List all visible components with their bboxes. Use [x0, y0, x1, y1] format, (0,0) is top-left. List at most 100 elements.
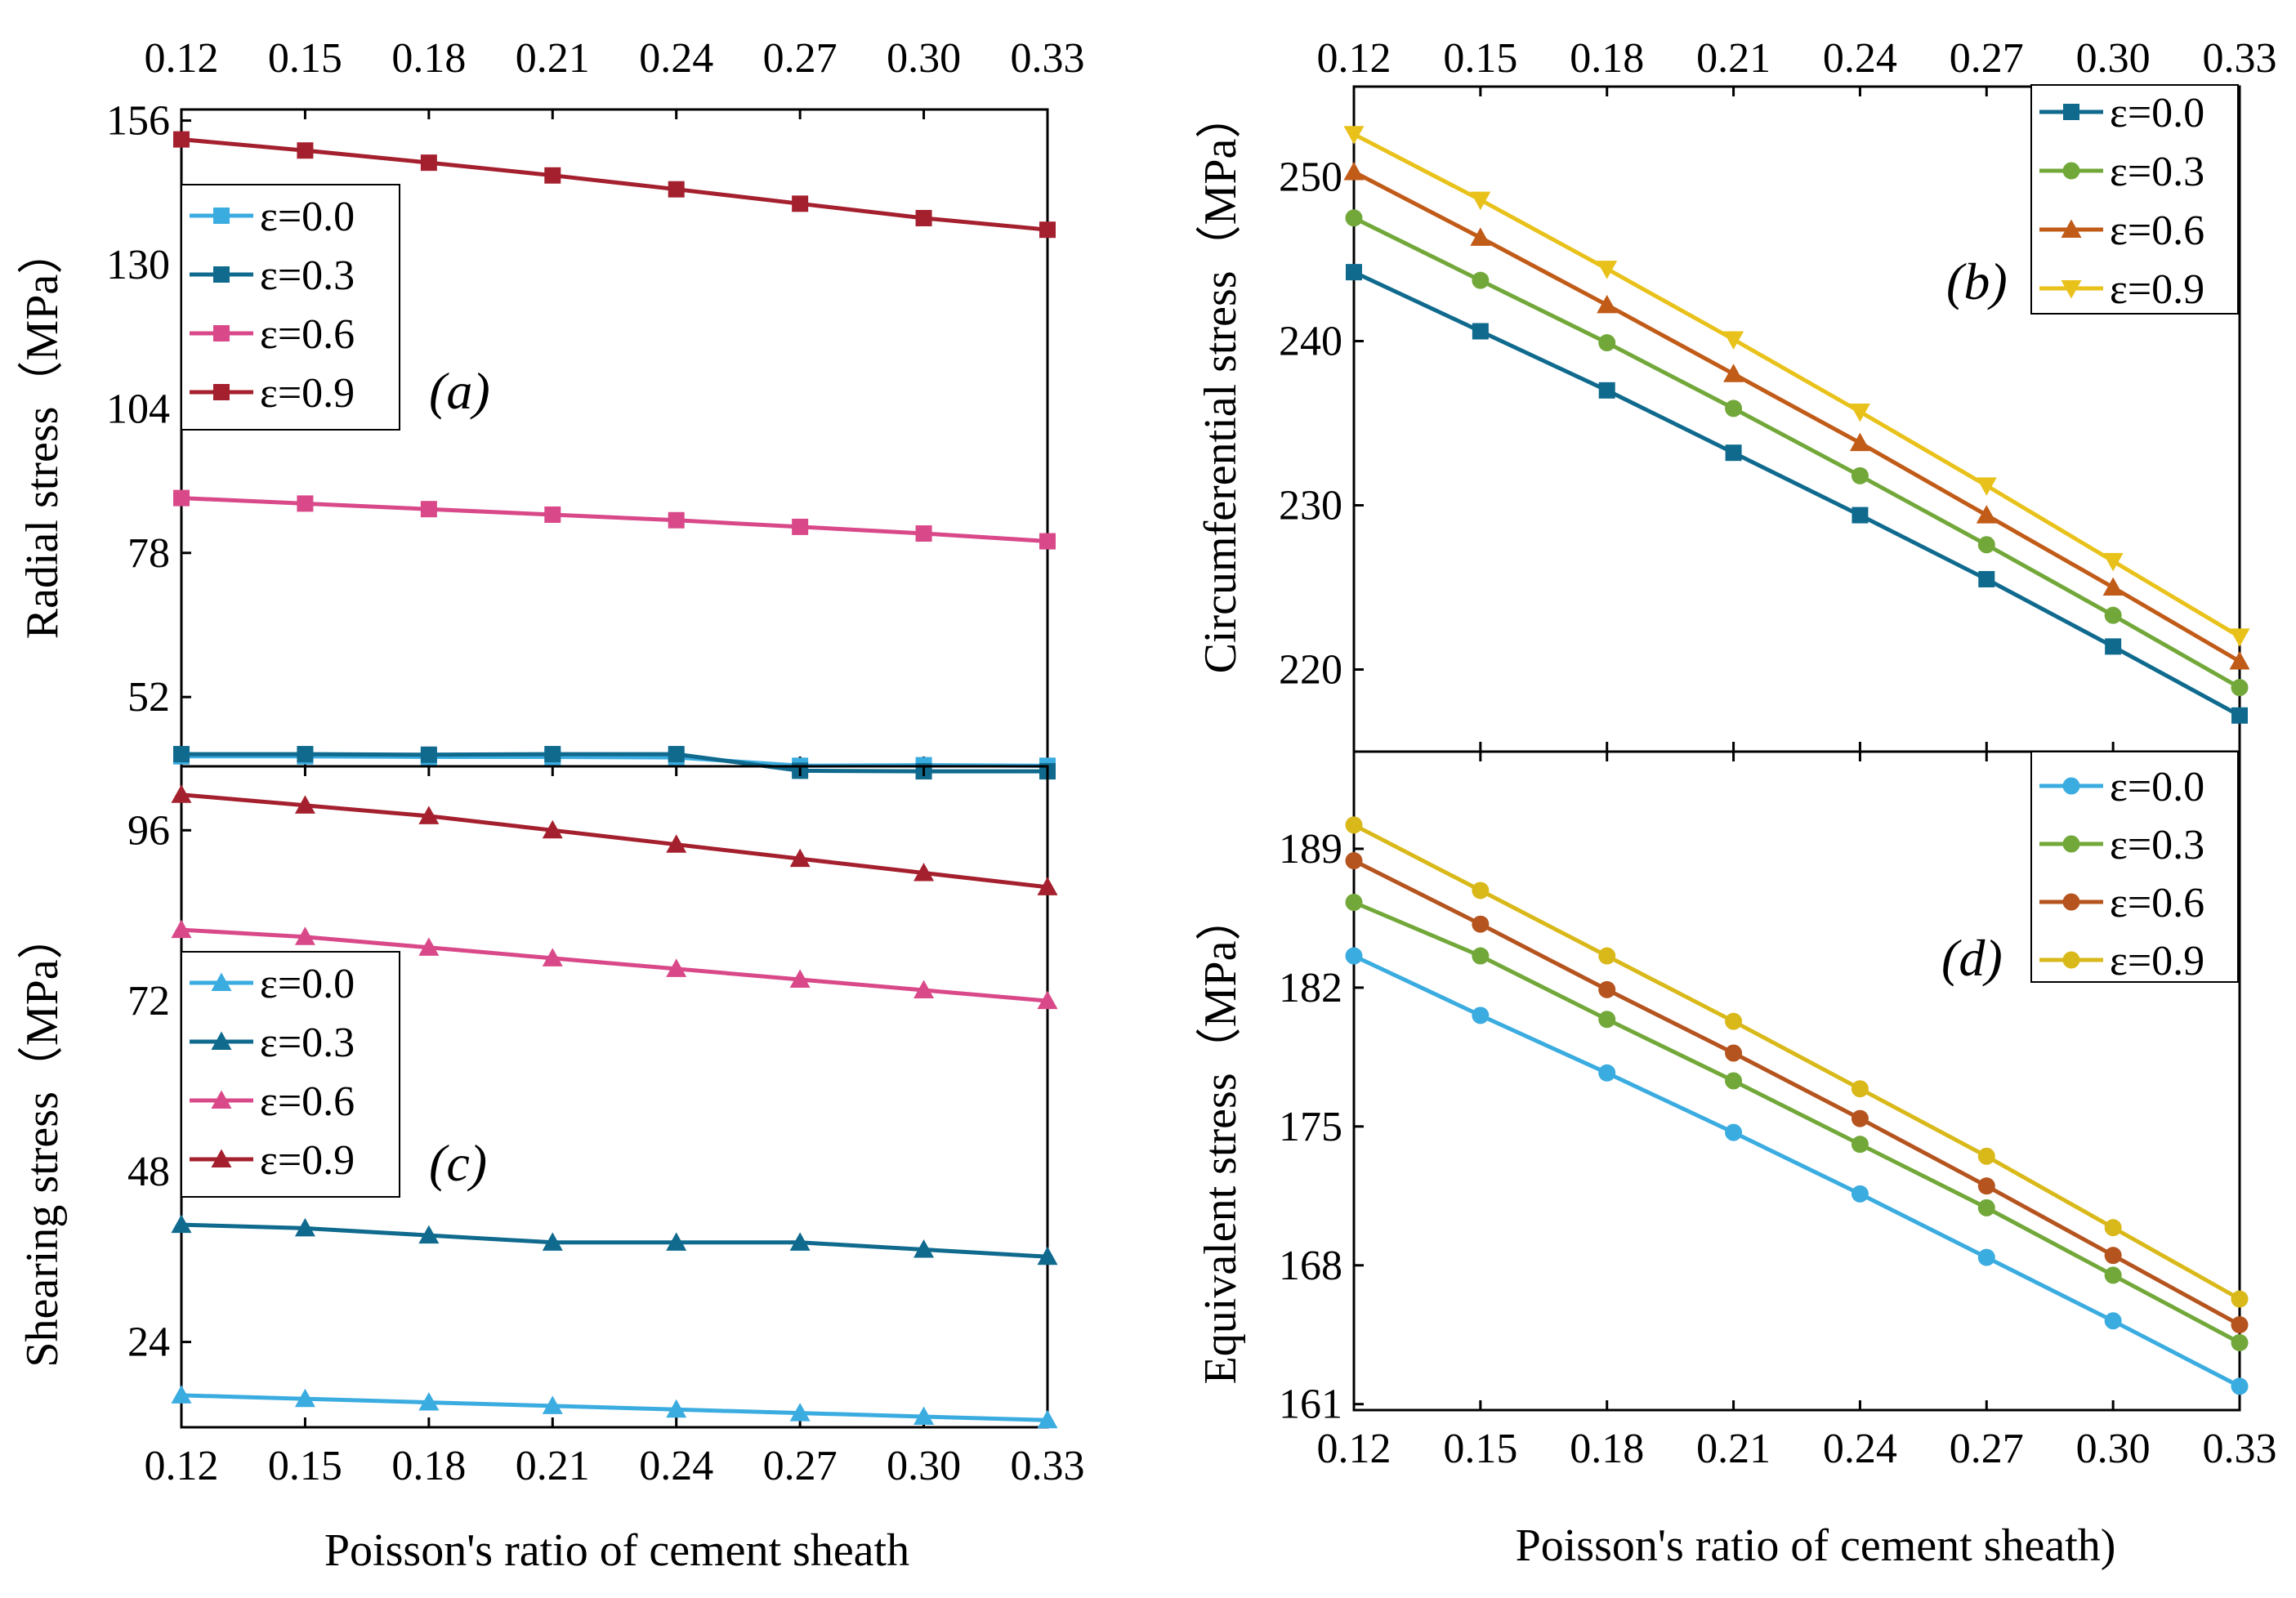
panel-c-data-point-s0	[542, 1395, 563, 1414]
panel-b-top-x-tick-label: 0.15	[1443, 35, 1517, 82]
panel-d-data-point-s3	[1725, 1012, 1743, 1030]
panel-c-x-tick-label: 0.33	[1011, 1443, 1085, 1489]
panel-a-data-point-s2	[420, 501, 437, 518]
panel-c-data-point-s0	[913, 1406, 935, 1425]
radial-stress-top-x-ticks: 0.12 0.15 0.18 0.21 0.24 0.27 0.30 0.33	[145, 35, 1085, 82]
panel-a-data-point-s3	[544, 167, 561, 184]
panel-a-data-point-s3	[420, 154, 437, 172]
panel-d-data-point-s2	[1851, 1109, 1869, 1127]
panel-d-x-tick-label: 0.18	[1570, 1426, 1644, 1472]
panel-d-data-point-s0	[1345, 947, 1363, 965]
left-x-axis-label: Poisson's ratio of cement sheath	[324, 1525, 909, 1576]
panel-d-series-line-1	[1353, 900, 2241, 1345]
panel-c-x-tick-label: 0.24	[639, 1443, 713, 1489]
panel-a-data-point-s2	[1039, 533, 1056, 550]
shearing-stress-y-ticks: 24 48 72 96	[127, 807, 170, 1365]
panel-c-series-line-0	[181, 1393, 1048, 1422]
panel-c-x-tick-label: 0.21	[516, 1443, 590, 1489]
panel-c-data-point-s0	[294, 1388, 315, 1408]
panel-d-y-tick-label: 182	[1279, 965, 1342, 1011]
panel-b-series-line-0	[1352, 270, 2241, 717]
panel-c-series-line-3	[181, 792, 1048, 890]
panel-d-data-point-s2	[1345, 852, 1363, 870]
panel-c-data-point-s3	[542, 819, 563, 839]
panel-a-data-point-s3	[173, 131, 190, 148]
panel-a-data-point-s3	[1039, 221, 1056, 239]
panel-b-legend-marker-2	[2061, 219, 2082, 238]
panel-c-y-tick-label: 48	[127, 1149, 170, 1195]
panel-a-top-x-tick-label: 0.24	[639, 35, 713, 82]
panel-b-top-x-tick-label: 0.24	[1823, 35, 1897, 82]
panel-b-data-point-s1	[2231, 679, 2249, 697]
panel-d-x-tick-label: 0.30	[2076, 1426, 2151, 1472]
panel-c-data-point-s2	[418, 937, 440, 956]
panel-d-legend-label-1: ε=0.3	[2110, 822, 2204, 868]
panel-b-data-point-s1	[1472, 271, 1490, 289]
panel-c-data-point-s3	[294, 795, 315, 814]
shearing-stress-x-ticks: 0.12 0.15 0.18 0.21 0.24 0.27 0.30 0.33	[145, 1443, 1085, 1489]
panel-c-data-point-s1	[666, 1232, 687, 1251]
panel-a-legend-marker-1	[213, 266, 230, 283]
panel-b-top-x-tick-label: 0.18	[1570, 35, 1644, 82]
panel-d-data-point-s3	[1472, 882, 1490, 899]
panel-d-data-point-s2	[2231, 1316, 2249, 1334]
panel-b-legend-marker-1	[2062, 162, 2080, 180]
panel-c-legend-label-3: ε=0.9	[260, 1137, 355, 1184]
panel-a-top-x-tick-label: 0.15	[268, 35, 342, 82]
panel-c-data-point-s0	[418, 1392, 440, 1411]
panel-d-y-tick-label: 168	[1279, 1243, 1342, 1289]
panel-c-data-point-s1	[171, 1214, 192, 1234]
panel-d-y-tick-label: 161	[1279, 1382, 1342, 1428]
panel-d-data-point-s3	[1977, 1147, 1995, 1165]
panel-b-data-point-s3	[1597, 261, 1618, 279]
panel-b-data-point-s3	[2229, 628, 2250, 647]
panel-a-legend-marker-2	[213, 325, 230, 341]
panel-a-y-tick-label: 52	[127, 674, 170, 721]
panel-d-data-point-s1	[1472, 947, 1490, 965]
panel-c-data-point-s1	[1037, 1246, 1058, 1265]
panel-a-top-x-tick-label: 0.18	[391, 35, 466, 82]
panel-b-data-point-s1	[1725, 400, 1743, 417]
panel-a-top-x-tick-label: 0.27	[763, 35, 838, 82]
circumferential-stress-panel-label: (b)	[1946, 252, 2008, 310]
panel-b-y-tick-label: 230	[1279, 483, 1342, 529]
panel-d-legend-label-2: ε=0.6	[2110, 880, 2204, 926]
panel-a-y-tick-label: 156	[106, 98, 170, 145]
panel-c-legend-marker-3	[211, 1149, 232, 1167]
circumferential-stress-y-ticks: 220 230 240 250	[1279, 154, 1342, 694]
panel-c-data-point-s2	[542, 948, 563, 966]
panel-b-data-point-s0	[1978, 570, 1995, 587]
panel-c-data-point-s2	[294, 926, 315, 945]
panel-a-data-point-s1	[173, 746, 190, 763]
panel-d-data-point-s1	[2231, 1333, 2249, 1351]
panel-b-data-point-s0	[1346, 264, 1362, 281]
panel-d-data-point-s0	[2104, 1312, 2122, 1330]
panel-a-legend-marker-3	[213, 384, 230, 400]
equivalent-stress-chart: ε=0.0 ε=0.3 ε=0.6 ε=0.9 0.12 0.15 0.18 0.21 0.2…	[1195, 750, 2277, 1571]
panel-d-y-tick-label: 189	[1279, 826, 1342, 873]
panel-d-legend-label-0: ε=0.0	[2110, 764, 2204, 810]
panel-d-x-tick-label: 0.15	[1443, 1426, 1517, 1472]
panel-c-x-tick-label: 0.12	[145, 1443, 219, 1489]
panel-d-x-tick-label: 0.12	[1317, 1426, 1391, 1472]
panel-b-series-line-2	[1352, 170, 2241, 663]
panel-a-legend-label-0: ε=0.0	[260, 194, 355, 240]
panel-b-data-point-s0	[1598, 382, 1615, 399]
panel-b-data-point-s0	[1725, 444, 1742, 462]
panel-b-y-tick-label: 240	[1279, 319, 1342, 365]
panel-b-data-point-s2	[2102, 577, 2124, 596]
panel-a-data-point-s2	[668, 511, 685, 529]
panel-b-data-point-s3	[1723, 331, 1744, 350]
circumferential-stress-chart: ε=0.0 ε=0.3 ε=0.6 ε=0.9 0.12 0.15 0.18 0.21 0.2…	[1195, 35, 2277, 753]
equivalent-stress-panel-label: (d)	[1941, 929, 2003, 987]
shearing-stress-plot-area	[171, 765, 1058, 1429]
panel-d-series-line-3	[1352, 823, 2241, 1301]
panel-b-data-point-s0	[1472, 323, 1489, 340]
panel-d-axes-frame	[1352, 750, 2241, 1412]
panel-c-data-point-s3	[418, 806, 440, 824]
panel-c-data-point-s2	[913, 980, 935, 999]
panel-a-legend-label-1: ε=0.3	[260, 252, 355, 299]
panel-d-x-tick-label: 0.24	[1823, 1426, 1897, 1472]
circumferential-stress-legend: ε=0.0 ε=0.3 ε=0.6 ε=0.9	[2039, 90, 2204, 313]
panel-b-top-x-tick-label: 0.33	[2203, 35, 2277, 82]
